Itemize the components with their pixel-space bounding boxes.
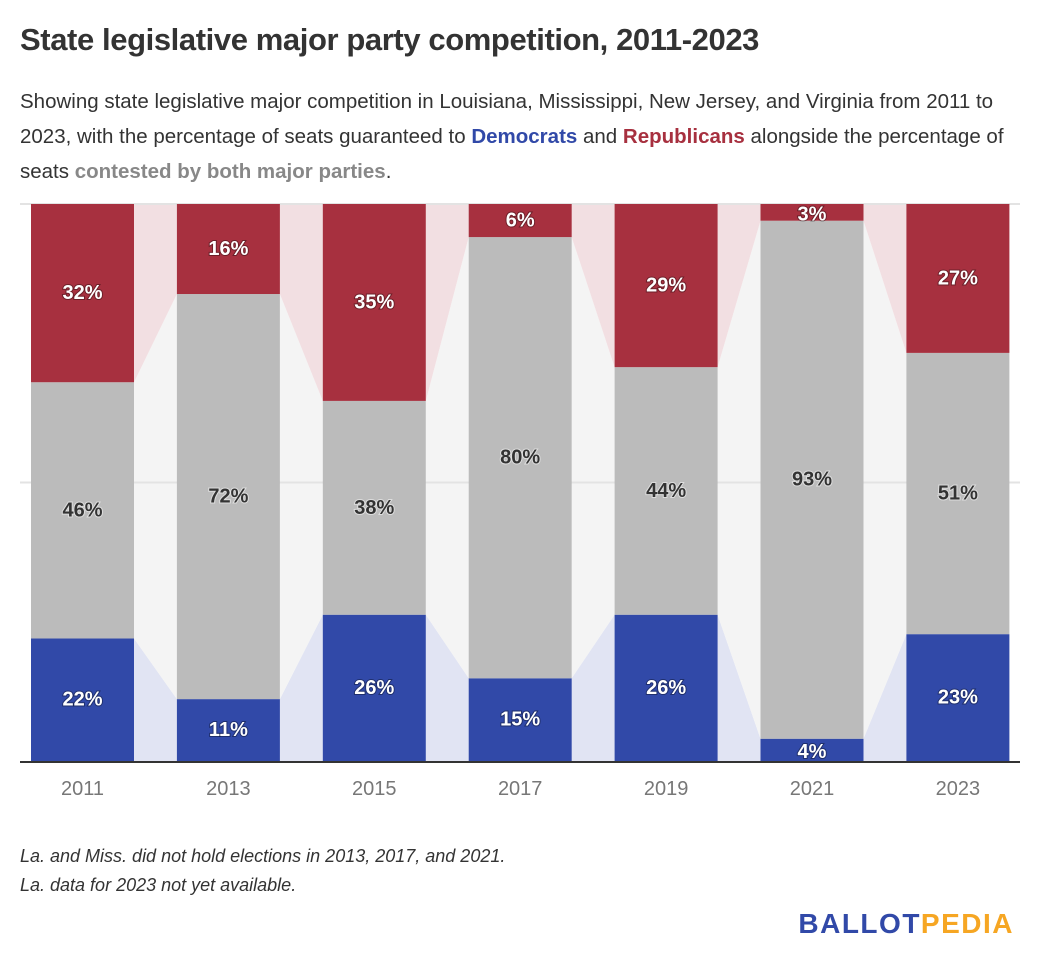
band-contested-2017-2019 <box>571 237 615 679</box>
band-republicans-2017-2019 <box>571 204 615 368</box>
label-republicans-2013: 16% <box>208 238 248 260</box>
band-republicans-2013-2015 <box>279 204 323 401</box>
subtitle-text-2: and <box>577 125 623 148</box>
band-republicans-2019-2021 <box>717 204 761 368</box>
band-democrats-2017-2019 <box>571 614 615 761</box>
subtitle-text-3: alongside the percentage of seats <box>20 125 1004 183</box>
band-republicans-2021-2023 <box>863 204 907 353</box>
note-line-1: La. and Miss. did not hold elections in … <box>20 846 506 866</box>
chart-subtitle: Showing state legislative major competit… <box>20 84 1010 189</box>
label-contested-2015: 38% <box>354 497 394 519</box>
label-republicans-2015: 35% <box>354 291 394 313</box>
band-contested-2011-2013 <box>134 294 177 700</box>
label-democrats-2021: 4% <box>798 741 827 763</box>
x-tick-2021: 2021 <box>790 778 835 800</box>
bar-republicans-2021 <box>760 204 864 221</box>
label-contested-2013: 72% <box>208 486 248 508</box>
stacked-bar-chart: 22% 46% 32% 11% 72% 16% 26% 38% 35% 15% 80% 6% 26% 44… <box>20 202 1020 800</box>
subtitle-republicans: Republicans <box>622 125 745 148</box>
chart-title: State legislative major party competitio… <box>20 22 760 57</box>
label-republicans-2021: 3% <box>798 203 827 225</box>
band-democrats-2015-2017 <box>425 614 469 761</box>
label-republicans-2011: 32% <box>62 282 102 304</box>
bar-democrats-2011 <box>31 638 134 761</box>
label-democrats-2017: 15% <box>500 709 540 731</box>
bar-democrats-2013 <box>176 699 280 761</box>
connector-bands <box>134 204 907 761</box>
band-democrats-2021-2023 <box>863 634 907 761</box>
bar-republicans-2011 <box>31 204 134 383</box>
bar-democrats-2023 <box>906 634 1010 761</box>
subtitle-text-4: . <box>385 160 392 183</box>
label-democrats-2019: 26% <box>646 677 686 699</box>
label-contested-2011: 46% <box>62 499 102 521</box>
band-contested-2019-2021 <box>717 220 761 739</box>
bar-contested-2015 <box>322 400 426 615</box>
chart-notes: La. and Miss. did not hold elections in … <box>20 842 505 900</box>
label-democrats-2015: 26% <box>354 677 394 699</box>
bar-contested-2017 <box>468 237 572 679</box>
label-republicans-2019: 29% <box>646 275 686 297</box>
bars <box>31 204 1010 761</box>
bar-contested-2023 <box>906 352 1010 635</box>
bar-contested-2021 <box>760 220 864 739</box>
label-republicans-2023: 27% <box>938 267 978 289</box>
x-tick-2019: 2019 <box>644 778 689 800</box>
x-tick-2017: 2017 <box>498 778 543 800</box>
x-tick-2015: 2015 <box>352 778 397 800</box>
x-tick-2023: 2023 <box>936 778 981 800</box>
x-axis: 2011 2013 2015 2017 2019 2021 2023 <box>20 761 1020 800</box>
bar-republicans-2019 <box>614 204 718 368</box>
logo-part-ballot: BALLOT <box>798 908 921 939</box>
x-tick-2011: 2011 <box>61 778 104 800</box>
label-democrats-2023: 23% <box>938 687 978 709</box>
label-contested-2023: 51% <box>938 483 978 505</box>
bar-contested-2019 <box>614 367 718 615</box>
note-line-2: La. data for 2023 not yet available. <box>20 875 297 895</box>
band-democrats-2019-2021 <box>717 614 761 761</box>
label-contested-2017: 80% <box>500 447 540 469</box>
band-republicans-2015-2017 <box>425 204 469 401</box>
label-contested-2019: 44% <box>646 480 686 502</box>
bar-contested-2013 <box>176 294 280 700</box>
bar-democrats-2015 <box>322 614 426 761</box>
bar-democrats-2017 <box>468 678 572 761</box>
bar-contested-2011 <box>31 382 134 639</box>
bar-republicans-2023 <box>906 204 1010 353</box>
bar-republicans-2017 <box>468 204 572 238</box>
bar-republicans-2015 <box>322 204 426 401</box>
band-democrats-2011-2013 <box>134 638 177 761</box>
subtitle-contested: contested by both major parties <box>74 160 386 183</box>
band-republicans-2011-2013 <box>134 204 177 383</box>
band-contested-2013-2015 <box>279 294 323 700</box>
label-democrats-2011: 22% <box>62 689 102 711</box>
bar-republicans-2013 <box>176 204 280 295</box>
x-tick-2013: 2013 <box>206 778 251 800</box>
subtitle-text-1: Showing state legislative major competit… <box>20 90 994 148</box>
label-republicans-2017: 6% <box>506 210 535 232</box>
bar-democrats-2019 <box>614 614 718 761</box>
ballotpedia-logo[interactable]: BALLOTPEDIA <box>798 908 1014 940</box>
band-democrats-2013-2015 <box>279 614 323 761</box>
subtitle-democrats: Democrats <box>471 125 578 148</box>
bar-labels: 22% 46% 32% 11% 72% 16% 26% 38% 35% 15% 80% 6% 26% 44… <box>61 202 979 764</box>
band-contested-2021-2023 <box>863 220 907 739</box>
label-contested-2021: 93% <box>792 469 832 491</box>
band-contested-2015-2017 <box>425 237 469 679</box>
logo-part-pedia: PEDIA <box>920 908 1014 939</box>
bar-democrats-2021 <box>760 738 864 761</box>
label-democrats-2013: 11% <box>209 719 248 741</box>
